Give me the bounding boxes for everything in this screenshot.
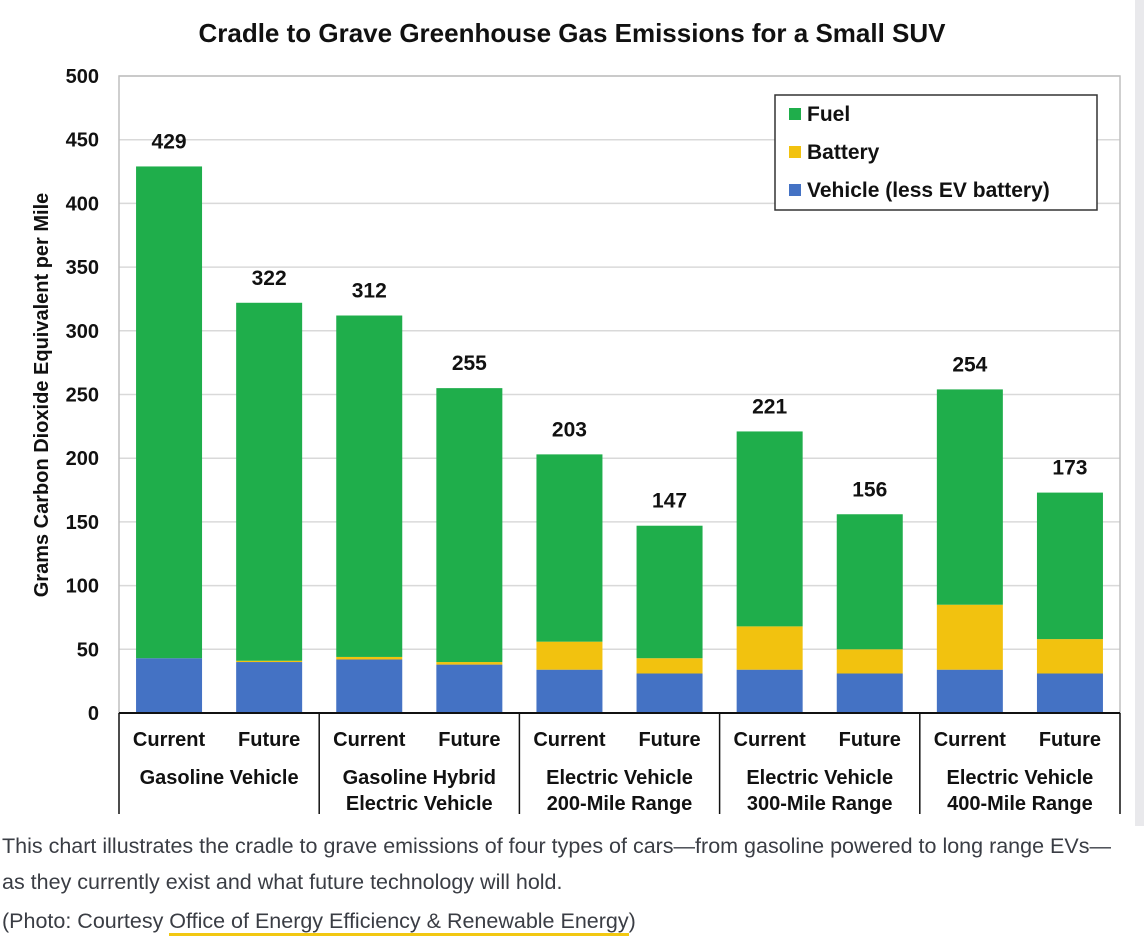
group-label: 300-Mile Range — [747, 793, 893, 815]
y-tick-label: 450 — [66, 130, 99, 152]
x-tick-label: Future — [638, 729, 700, 751]
legend-swatch — [789, 184, 801, 196]
group-label: Gasoline Vehicle — [140, 767, 299, 789]
x-tick-label: Future — [438, 729, 500, 751]
bar-segment — [536, 669, 603, 713]
legend-box — [774, 94, 1098, 211]
legend-swatch — [789, 108, 801, 120]
legend: Fuel Battery Vehicle (less EV battery) — [774, 94, 1098, 211]
total-label: 254 — [952, 353, 987, 376]
y-tick-label: 400 — [66, 193, 99, 215]
total-label: 255 — [452, 352, 487, 375]
y-tick-label: 500 — [66, 66, 99, 88]
y-tick-label: 350 — [66, 257, 99, 279]
y-tick-label: 150 — [66, 512, 99, 534]
y-tick-label: 300 — [66, 321, 99, 343]
total-label: 429 — [152, 130, 187, 153]
group-label: Electric Vehicle — [746, 767, 893, 789]
bar-segment — [736, 626, 803, 670]
x-tick-label: Future — [839, 729, 901, 751]
photo-credit: (Photo: Courtesy Office of Energy Effici… — [2, 906, 636, 936]
x-tick-label: Current — [533, 729, 606, 751]
bar-segment — [436, 662, 503, 665]
legend-swatch — [789, 146, 801, 158]
legend-label: Battery — [807, 141, 880, 164]
bar-segment — [536, 641, 603, 670]
bars — [136, 166, 1103, 713]
scrollbar-track[interactable] — [1135, 0, 1144, 826]
bar-segment — [536, 454, 603, 642]
total-label: 312 — [352, 280, 387, 303]
group-label: Gasoline Hybrid — [343, 767, 496, 789]
bar-segment — [236, 660, 303, 663]
bar-segment — [436, 664, 503, 713]
bar-segment — [636, 658, 703, 674]
x-tick-label: Current — [133, 729, 206, 751]
bar-segment — [836, 514, 903, 650]
group-label: Electric Vehicle — [947, 767, 1094, 789]
total-label: 322 — [252, 267, 287, 290]
y-tick-label: 100 — [66, 576, 99, 598]
bar-segment — [836, 649, 903, 674]
bar-segment — [336, 315, 403, 657]
x-tick-label: Future — [1039, 729, 1101, 751]
bar-segment — [636, 673, 703, 713]
y-tick-label: 250 — [66, 385, 99, 407]
axes: 0 50 100 150 200 250 300 350 400 450 500 — [66, 66, 1121, 814]
bar-segment — [636, 525, 703, 659]
credit-suffix: ) — [628, 909, 636, 933]
bar-segment — [736, 431, 803, 627]
total-label: 203 — [552, 418, 587, 441]
credit-link[interactable]: Office of Energy Efficiency & Renewable … — [169, 909, 629, 936]
labels: 429 Current 322 Future 312 Current 255 Future 20… — [133, 130, 1101, 815]
y-tick-label: 0 — [88, 703, 99, 725]
bar-segment — [936, 389, 1003, 605]
total-label: 173 — [1052, 457, 1087, 480]
total-label: 147 — [652, 490, 687, 513]
credit-prefix: (Photo: Courtesy — [2, 909, 170, 933]
bar-segment — [236, 302, 303, 661]
x-tick-label: Current — [734, 729, 807, 751]
y-tick-label: 50 — [77, 639, 99, 661]
group-label: 200-Mile Range — [547, 793, 693, 815]
bar-segment — [736, 669, 803, 713]
chart-title: Cradle to Grave Greenhouse Gas Emissions… — [198, 18, 946, 48]
bar-segment — [936, 604, 1003, 670]
bar-segment — [936, 669, 1003, 713]
y-tick-label: 200 — [66, 448, 99, 470]
bar-segment — [336, 659, 403, 713]
total-label: 221 — [752, 395, 787, 418]
group-label: 400-Mile Range — [947, 793, 1093, 815]
y-axis-label: Grams Carbon Dioxide Equivalent per Mile — [31, 193, 53, 598]
total-label: 156 — [852, 478, 887, 501]
figure-caption: This chart illustrates the cradle to gra… — [2, 834, 1111, 894]
bar-segment — [136, 166, 203, 659]
group-label: Electric Vehicle — [546, 767, 693, 789]
group-label: Electric Vehicle — [346, 793, 493, 815]
bar-segment — [1036, 639, 1103, 674]
x-tick-label: Current — [934, 729, 1007, 751]
legend-label: Vehicle (less EV battery) — [807, 179, 1050, 202]
stacked-bar-chart: Cradle to Grave Greenhouse Gas Emissions… — [31, 18, 1121, 815]
bar-segment — [1036, 673, 1103, 713]
chart-figure: Cradle to Grave Greenhouse Gas Emissions… — [31, 0, 1144, 826]
x-tick-label: Current — [333, 729, 406, 751]
bar-segment — [436, 388, 503, 663]
caption-area: This chart illustrates the cradle to gra… — [0, 826, 1144, 939]
bar-segment — [236, 662, 303, 713]
bar-segment — [136, 658, 203, 713]
bar-segment — [336, 656, 403, 660]
x-tick-label: Future — [238, 729, 300, 751]
bar-segment — [836, 673, 903, 713]
legend-label: Fuel — [807, 103, 850, 126]
bar-segment — [1036, 492, 1103, 640]
